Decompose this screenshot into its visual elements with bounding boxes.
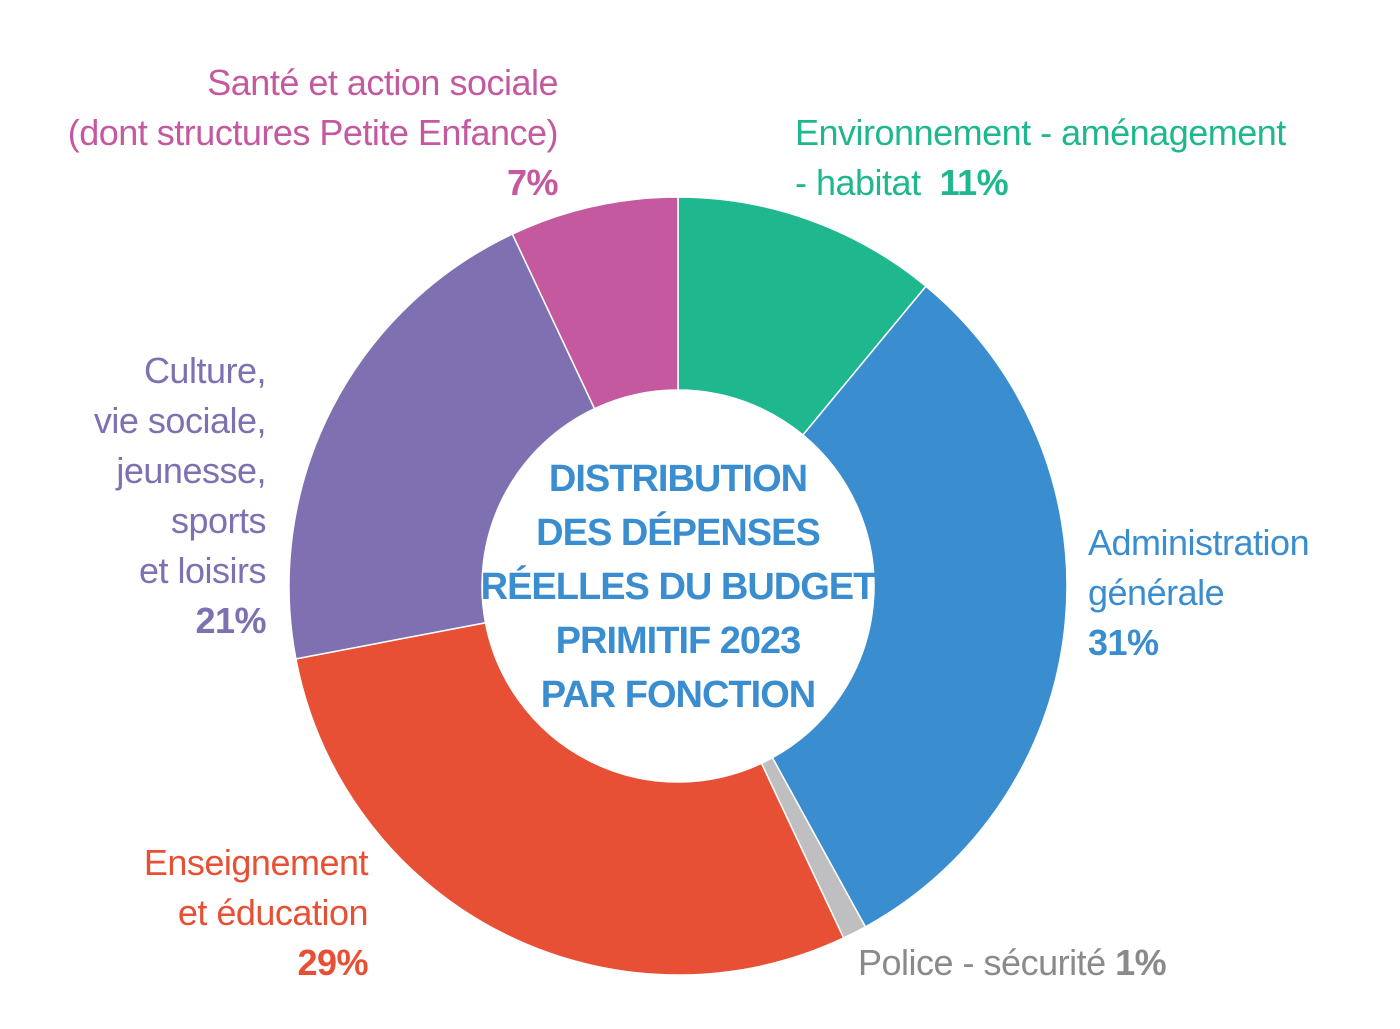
label-line: Santé et action sociale xyxy=(207,62,558,103)
percent-label: 21% xyxy=(195,600,266,641)
donut-slice xyxy=(295,621,845,976)
label-line: Enseignement xyxy=(143,842,369,883)
percent-label: 31% xyxy=(1088,622,1159,663)
percent-label: 11% xyxy=(939,162,1009,203)
title-line: PAR FONCTION xyxy=(540,674,816,716)
label-line: Environnement - aménagement xyxy=(795,112,1286,153)
chart-title: DISTRIBUTION DES DÉPENSES RÉELLES DU BUD… xyxy=(478,452,878,722)
percent-label: 7% xyxy=(506,162,559,203)
label-line: vie sociale, xyxy=(93,400,267,441)
donut-slice xyxy=(677,196,928,437)
label-line: Police - sécurité xyxy=(858,942,1106,983)
label-line: Culture, xyxy=(143,350,267,391)
label-line: - habitat xyxy=(795,162,921,203)
donut-slice xyxy=(288,233,596,660)
label-enseignement: Enseignement et éducation 29% xyxy=(143,838,369,988)
title-line: DISTRIBUTION xyxy=(548,458,808,500)
label-administration: Administration générale 31% xyxy=(1088,518,1310,668)
label-culture: Culture, vie sociale, jeunesse, sports e… xyxy=(93,346,267,646)
donut-slice xyxy=(771,285,1068,928)
title-line: PRIMITIF 2023 xyxy=(555,620,802,662)
percent-label: 29% xyxy=(297,942,368,983)
title-line: DES DÉPENSES xyxy=(536,512,821,554)
label-line: sports xyxy=(170,500,267,541)
label-line: et loisirs xyxy=(138,550,267,591)
label-line: et éducation xyxy=(177,892,369,933)
label-environnement: Environnement - aménagement - habitat 11… xyxy=(795,108,1286,208)
label-line: Administration xyxy=(1088,522,1310,563)
label-police: Police - sécurité 1% xyxy=(858,938,1167,988)
title-line: RÉELLES DU BUDGET xyxy=(480,566,877,608)
label-line: (dont structures Petite Enfance) xyxy=(67,112,559,153)
label-line: générale xyxy=(1088,572,1225,613)
percent-label: 1% xyxy=(1115,942,1167,983)
label-line: jeunesse, xyxy=(116,450,266,491)
donut-slice xyxy=(511,196,679,410)
label-sante: Santé et action sociale (dont structures… xyxy=(67,58,559,208)
